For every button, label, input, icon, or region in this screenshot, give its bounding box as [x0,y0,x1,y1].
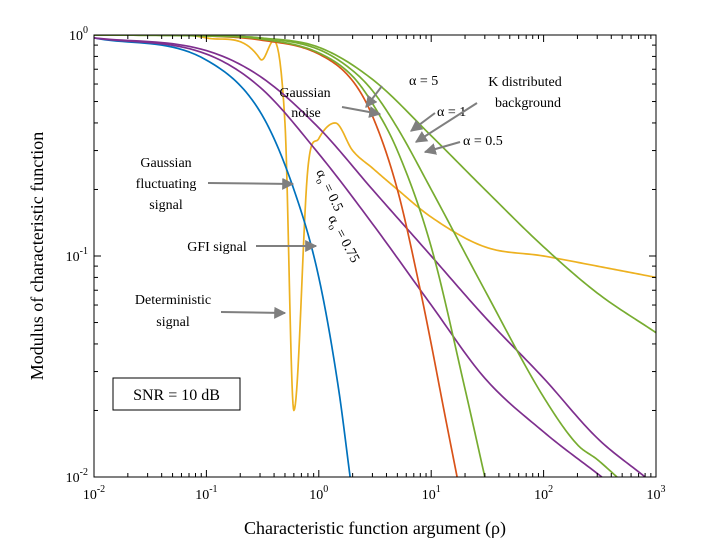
x-axis-label: Characteristic function argument (ρ) [244,518,506,539]
gaussian-fluctuating-label-line2: fluctuating [136,177,197,192]
alpha-5-label: α = 5 [409,74,438,89]
gaussian-fluctuating-label-line3: signal [149,198,183,213]
arrow-alpha-0.5 [423,141,461,155]
x-tick-label: 10-2 [83,484,105,503]
gaussian-noise-label-line1: Gaussian [279,86,330,101]
arrow-k-background [414,102,478,143]
deterministic-label-line2: signal [156,315,190,330]
x-tick-label: 103 [647,484,666,503]
arrow-gaussian-noise [341,106,382,118]
x-tick-label: 102 [534,484,553,503]
arrow-alpha-5 [365,85,383,108]
arrow-alpha-1 [410,112,436,132]
x-tick-label: 101 [422,484,441,503]
tick-labels: 10-2 10-1 100 101 102 103 10-2 10-1 100 [66,25,666,503]
x-tick-label: 100 [309,484,328,503]
axis-ticks [93,34,657,478]
snr-box-label: SNR = 10 dB [133,387,220,404]
arrow-gaussian-fluctuating [207,177,295,190]
y-tick-label: 100 [69,25,88,44]
k-background-label-line2: background [495,96,561,111]
snr-box [112,377,241,411]
x-tick-label: 10-1 [195,484,217,503]
gfi-signal-label: GFI signal [187,240,247,255]
alpha-0.5-label: α = 0.5 [463,134,503,149]
arrow-deterministic [220,306,287,319]
series-k-alpha-0.5 [94,35,656,334]
k-background-label-line1: K distributed [488,75,562,90]
y-tick-label: 10-1 [66,246,88,265]
gaussian-noise-label-line2: noise [291,106,321,121]
series-gfi-0.5 [94,37,603,477]
series-gfi-0.75 [94,37,646,477]
y-tick-label: 10-2 [66,467,88,486]
gaussian-fluctuating-label-line1: Gaussian [140,156,191,171]
annotations: K distributed background Gaussian noise … [135,74,562,330]
annotation-arrows [207,85,478,319]
deterministic-label-line1: Deterministic [135,293,211,308]
y-axis-label: Modulus of characteristic function [27,132,47,380]
alpha-1-label: α = 1 [437,105,466,120]
